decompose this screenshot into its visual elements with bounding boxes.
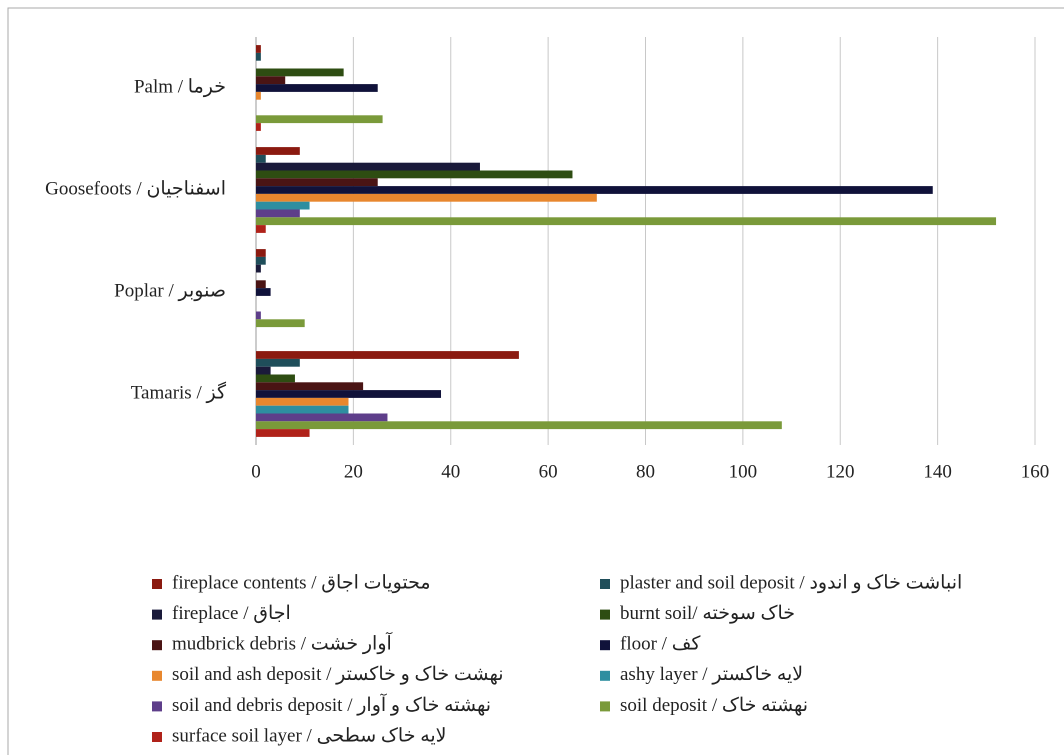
bar — [256, 201, 310, 210]
bar — [256, 225, 266, 233]
bar — [256, 374, 295, 383]
legend-swatch — [152, 579, 162, 589]
bar — [256, 319, 305, 328]
legend-swatch — [600, 640, 610, 651]
y-tick-label: Tamaris / گز — [131, 380, 227, 403]
legend-label: plaster and soil deposit / انباشت خاک و … — [620, 572, 962, 593]
bar — [256, 256, 266, 265]
x-tick-label: 80 — [636, 461, 655, 482]
x-tick-label: 160 — [1021, 461, 1050, 482]
legend-label: fireplace / اجاق — [172, 603, 291, 624]
x-tick-label: 60 — [539, 461, 558, 482]
bar — [256, 429, 310, 437]
bar — [256, 264, 261, 273]
legend-swatch — [600, 579, 610, 589]
bar — [256, 390, 442, 398]
legend-swatch — [152, 640, 162, 651]
bar — [256, 115, 383, 124]
legend-label: burnt soil/ خاک سوخته — [620, 603, 795, 624]
legend-swatch — [152, 609, 162, 620]
legend-label: fireplace contents / محتویات اجاق — [172, 572, 431, 593]
bar — [256, 413, 388, 422]
bar — [256, 397, 349, 406]
bar — [256, 405, 349, 414]
bar — [256, 91, 261, 100]
bar — [256, 366, 271, 375]
bar — [256, 209, 300, 218]
legend-label: surface soil layer / لایه خاک سطحی — [172, 725, 447, 746]
x-tick-label: 140 — [923, 461, 952, 482]
bar — [256, 249, 266, 257]
bar — [256, 147, 300, 155]
y-tick-label: Goosefoots / اسفناجیان — [45, 178, 226, 199]
legend-swatch — [152, 670, 162, 681]
legend-label: soil and ash deposit / نهشت خاک و خاکستر — [172, 664, 504, 685]
bar — [256, 382, 364, 391]
bar — [256, 154, 266, 163]
bar — [256, 52, 261, 61]
legend-swatch — [600, 609, 610, 620]
bar — [256, 186, 933, 194]
bar — [256, 288, 271, 296]
bar — [256, 84, 378, 92]
bar — [256, 68, 344, 77]
bar — [256, 358, 300, 367]
bar — [256, 421, 782, 430]
bar — [256, 178, 378, 187]
frame — [7, 7, 1064, 755]
bar — [256, 76, 286, 85]
legend-swatch — [152, 732, 162, 742]
bar — [256, 217, 997, 226]
x-tick-label: 100 — [729, 461, 758, 482]
legend-swatch — [600, 670, 610, 681]
y-tick-label: Palm / خرما — [134, 76, 226, 97]
bar — [256, 162, 480, 171]
bar — [256, 45, 261, 53]
bar — [256, 351, 519, 359]
legend-label: soil deposit / نهشته خاک — [620, 695, 808, 716]
legend-swatch — [152, 701, 162, 712]
legend-label: floor / کف — [620, 634, 701, 655]
legend-label: ashy layer / لایه خاکستر — [620, 664, 803, 685]
legend-swatch — [600, 701, 610, 712]
x-tick-label: 0 — [251, 461, 261, 482]
bar — [256, 170, 573, 179]
bar — [256, 193, 597, 202]
y-tick-label: Poplar / صنوبر — [114, 280, 226, 301]
x-tick-label: 120 — [826, 461, 855, 482]
legend-label: mudbrick debris / آوار خشت — [172, 632, 393, 655]
x-tick-label: 20 — [344, 461, 363, 482]
bar — [256, 280, 266, 289]
bar — [256, 311, 261, 320]
x-tick-label: 40 — [441, 461, 460, 482]
bar — [256, 123, 261, 131]
legend-label: soil and debris deposit / نهشته خاک و آو… — [172, 693, 491, 716]
